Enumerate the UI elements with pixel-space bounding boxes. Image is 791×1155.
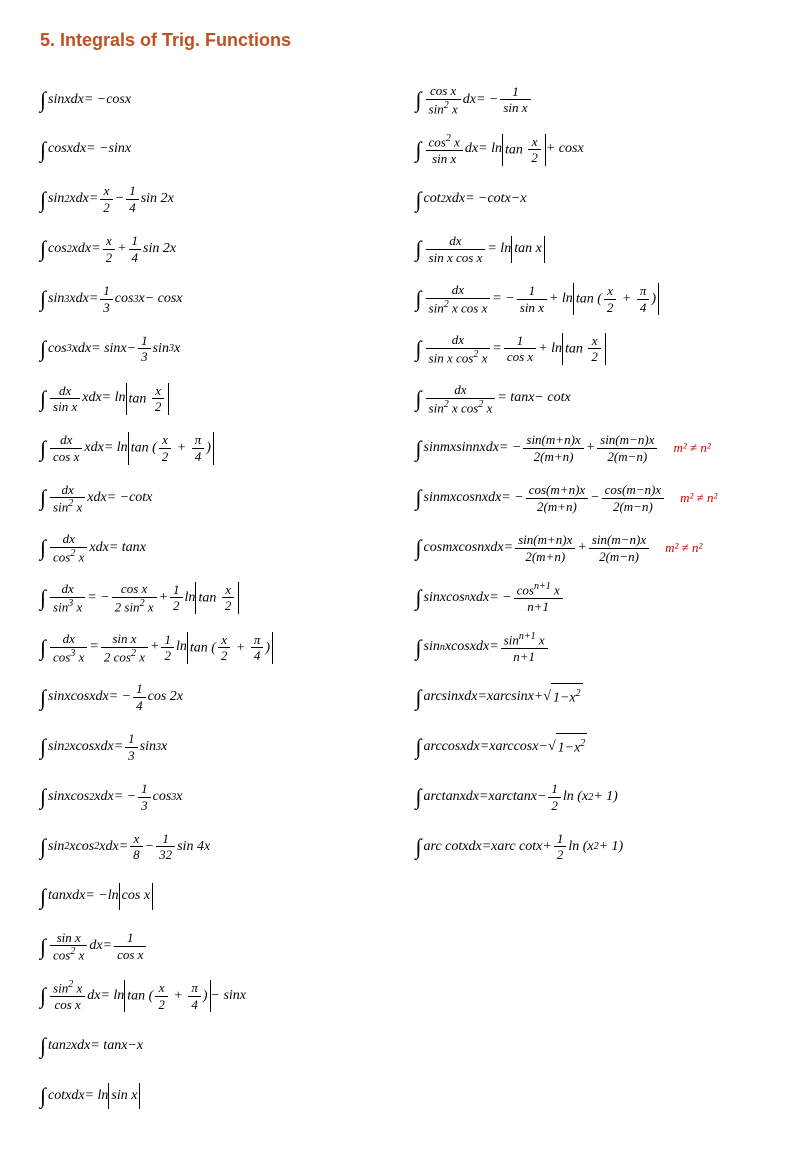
formula-row: ∫cosmxcosnxdx = sin(m+n)x2(m+n) + sin(m−… xyxy=(416,527,752,569)
formula-row: ∫cos xsin2 x dx = −1sin x xyxy=(416,79,752,121)
formula-row: ∫sinmxsinnxdx = −sin(m+n)x2(m+n) + sin(m… xyxy=(416,428,752,470)
condition-note: m² ≠ n² xyxy=(673,436,710,461)
condition-note: m² ≠ n² xyxy=(680,486,717,511)
formula-row: ∫dxsin2 x cos2 x = tan x − cot x xyxy=(416,378,752,420)
formula-row: ∫sin xcos2 x dx = 1cos x xyxy=(40,926,376,968)
formula-row: ∫tan2 xdx = tan x − x xyxy=(40,1025,376,1067)
formula-columns: ∫sin xdx = −cos x ∫cos xdx = −sin x ∫sin… xyxy=(40,71,751,1125)
formula-row: ∫sin x cosn xdx = −cosn+1 xn+1 xyxy=(416,577,752,619)
formula-row: ∫tan xdx = −ln cos x xyxy=(40,876,376,918)
formula-row: ∫cos xdx = −sin x xyxy=(40,129,376,171)
formula-row: ∫sin3 xdx = 13cos3 x − cos x xyxy=(40,278,376,320)
formula-row: ∫cos2 xsin x dx = ln tan x2 + cos x xyxy=(416,129,752,171)
formula-row: ∫sinmxcosnxdx = −cos(m+n)x2(m+n) − cos(m… xyxy=(416,477,752,519)
formula-row: ∫cot2 xdx = −cot x − x xyxy=(416,179,752,221)
formula-row: ∫sin2 x cos2 xdx = x8 − 132sin 4x xyxy=(40,826,376,868)
section-heading: 5. Integrals of Trig. Functions xyxy=(40,30,751,51)
left-column: ∫sin xdx = −cos x ∫cos xdx = −sin x ∫sin… xyxy=(40,71,376,1125)
formula-row: ∫sin2 xcos x dx = ln tan (x2 + π4) − sin… xyxy=(40,975,376,1017)
formula-row: ∫arccos xdx = x arccos x − √1−x2 xyxy=(416,726,752,768)
condition-note: m² ≠ n² xyxy=(665,536,702,561)
formula-row: ∫sin x cos xdx = −14cos 2x xyxy=(40,677,376,719)
formula-row: ∫sinn x cos xdx = sinn+1 xn+1 xyxy=(416,627,752,669)
formula-row: ∫arctan xdx = x arctan x − 12 ln (x2 + 1… xyxy=(416,776,752,818)
formula-row: ∫cot xdx = ln sin x xyxy=(40,1075,376,1117)
formula-row: ∫dxsin2 x cos x = −1sin x + ln tan (x2 +… xyxy=(416,278,752,320)
formula-row: ∫sin2 xdx = x2 − 14sin 2x xyxy=(40,179,376,221)
formula-row: ∫dxcos3 x = sin x2 cos2 x + 12 ln tan (x… xyxy=(40,627,376,669)
formula-row: ∫dxcos x xdx = ln tan (x2 + π4) xyxy=(40,428,376,470)
formula-row: ∫cos3 xdx = sin x − 13sin3 x xyxy=(40,328,376,370)
formula-row: ∫dxcos2 x xdx = tan x xyxy=(40,527,376,569)
formula-row: ∫dxsin x cos x = ln tan x xyxy=(416,228,752,270)
formula-row: ∫sin x cos2 xdx = −13cos3 x xyxy=(40,776,376,818)
formula-row: ∫arcsin xdx = x arcsin x + √1−x2 xyxy=(416,677,752,719)
formula-row: ∫arc cot xdx = x arc cot x + 12 ln (x2 +… xyxy=(416,826,752,868)
formula-row: ∫dxsin x cos2 x = 1cos x + ln tan x2 xyxy=(416,328,752,370)
formula-row: ∫sin2 x cos xdx = 13sin3 x xyxy=(40,726,376,768)
formula-row: ∫dxsin x xdx = ln tan x2 xyxy=(40,378,376,420)
formula-row: ∫cos2 xdx = x2 + 14sin 2x xyxy=(40,228,376,270)
formula-row: ∫dxsin2 x xdx = −cot x xyxy=(40,477,376,519)
formula-row: ∫sin xdx = −cos x xyxy=(40,79,376,121)
formula-row: ∫dxsin3 x = −cos x2 sin2 x + 12 ln tan x… xyxy=(40,577,376,619)
right-column: ∫cos xsin2 x dx = −1sin x ∫cos2 xsin x d… xyxy=(416,71,752,1125)
